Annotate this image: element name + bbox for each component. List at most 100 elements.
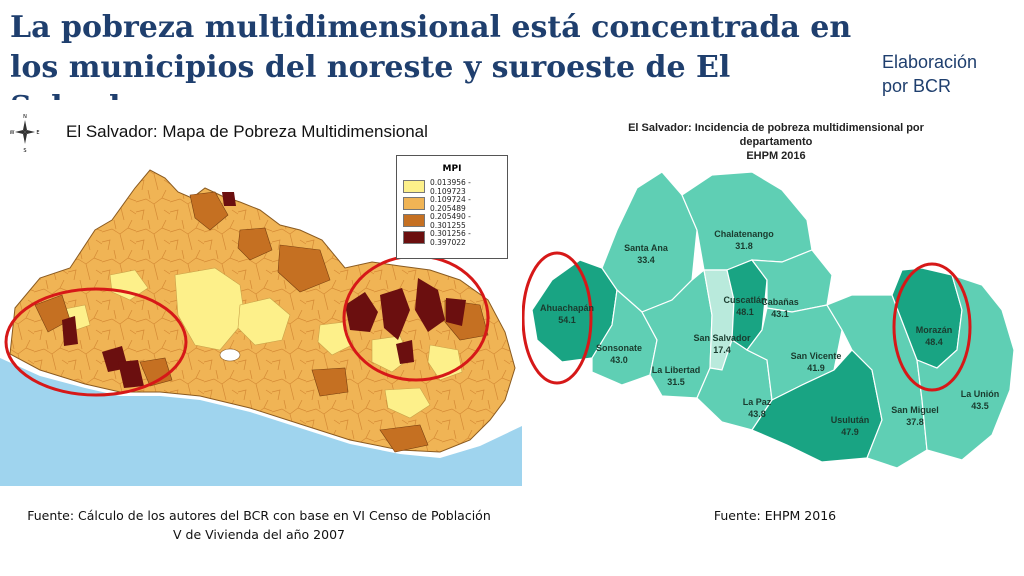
dept-name: La Unión xyxy=(960,389,1000,399)
mpi-high-area xyxy=(396,340,414,364)
dept-value: 31.8 xyxy=(735,241,753,251)
dept-label-sonsonate: Sonsonate 43.0 xyxy=(586,342,652,366)
dept-name: Sonsonate xyxy=(595,343,642,353)
dept-value: 47.9 xyxy=(841,427,859,437)
dept-value: 43.5 xyxy=(971,401,989,411)
dept-value: 33.4 xyxy=(637,255,655,265)
dept-label-cuscatlan: Cuscatlán 48.1 xyxy=(716,294,774,318)
legend-swatch xyxy=(403,180,425,193)
right-map-title-line-1: El Salvador: Incidencia de pobreza multi… xyxy=(628,122,924,148)
credit-line-2: por BCR xyxy=(882,76,952,96)
page-title: La pobreza multidimensional está concent… xyxy=(10,10,852,125)
left-source-line-1: Fuente: Cálculo de los autores del BCR c… xyxy=(27,508,491,523)
dept-label-san-salvador: San Salvador 17.4 xyxy=(688,332,756,356)
credit-line-1: Elaboración xyxy=(882,52,978,72)
dept-value: 43.8 xyxy=(748,409,766,419)
municipal-map-svg xyxy=(0,169,522,486)
legend-item: 0.013956 - 0.109723 xyxy=(403,177,507,196)
lake xyxy=(219,348,241,362)
highlight-circle-southwest xyxy=(4,287,188,397)
dept-value: 17.4 xyxy=(713,345,731,355)
dept-label-cabanas: Cabañas 43.1 xyxy=(752,296,808,320)
compass-w: W xyxy=(10,130,15,136)
dept-label-san-miguel: San Miguel 37.8 xyxy=(884,404,946,428)
mpi-mid-high-area xyxy=(277,244,331,293)
dept-label-san-vicente: San Vicente 41.9 xyxy=(784,350,848,374)
mpi-high-area xyxy=(345,292,378,332)
mpi-high-area xyxy=(380,288,410,340)
right-map-title: El Salvador: Incidencia de pobreza multi… xyxy=(606,121,946,163)
dept-value: 31.5 xyxy=(667,377,685,387)
mpi-mid-high-area xyxy=(311,367,349,397)
legend-swatch xyxy=(403,214,425,227)
dept-value: 54.1 xyxy=(558,315,576,325)
mpi-high-area xyxy=(62,316,78,346)
mpi-low-area xyxy=(384,387,431,419)
dept-name: Ahuachapán xyxy=(539,303,594,313)
legend-swatch xyxy=(403,197,425,210)
left-map-source: Fuente: Cálculo de los autores del BCR c… xyxy=(20,506,498,544)
dept-value: 48.1 xyxy=(736,307,754,317)
right-map-source: Fuente: EHPM 2016 xyxy=(713,508,837,523)
dept-name: San Salvador xyxy=(693,333,751,343)
sea-area xyxy=(0,358,522,486)
dept-area-la-union xyxy=(916,274,1015,461)
left-source-line-2: V de Vivienda del año 2007 xyxy=(172,527,345,542)
mpi-mid-high-area xyxy=(189,191,229,231)
legend-label: 0.301256 - 0.397022 xyxy=(430,228,471,247)
dept-name: Cuscatlán xyxy=(723,295,767,305)
mpi-legend: MPI 0.013956 - 0.109723 0.109724 - 0.205… xyxy=(396,155,508,259)
highlight-circle-ahuachapan xyxy=(521,251,593,385)
legend-label: 0.205490 - 0.301255 xyxy=(430,211,471,230)
mpi-high-area xyxy=(446,298,466,326)
mpi-high-area xyxy=(222,192,236,206)
dept-label-ahuachapan: Ahuachapán 54.1 xyxy=(532,302,602,326)
dept-name: Chalatenango xyxy=(714,229,774,239)
legend-label: 0.109724 - 0.205489 xyxy=(430,194,471,213)
dept-name: San Vicente xyxy=(790,351,842,361)
dept-name: Morazán xyxy=(915,325,953,335)
dept-name: La Libertad xyxy=(651,365,701,375)
dept-value: 43.0 xyxy=(610,355,628,365)
mpi-mid-high-area xyxy=(379,424,429,453)
dept-value: 48.4 xyxy=(925,337,943,347)
dept-label-la-libertad: La Libertad 31.5 xyxy=(644,364,708,388)
mpi-low-area xyxy=(317,321,353,356)
dept-label-usulutan: Usulután 47.9 xyxy=(822,414,878,438)
dept-label-la-paz: La Paz 43.8 xyxy=(734,396,780,420)
dept-label-chalatenango: Chalatenango 31.8 xyxy=(706,228,782,252)
dept-label-santa-ana: Santa Ana 33.4 xyxy=(614,242,678,266)
legend-title: MPI xyxy=(442,164,462,174)
legend-item: 0.301256 - 0.397022 xyxy=(403,228,507,247)
right-map-title-line-2: EHPM 2016 xyxy=(746,150,806,162)
department-map-svg xyxy=(521,171,1015,469)
dept-name: Cabañas xyxy=(761,297,799,307)
dept-name: Usulután xyxy=(830,415,870,425)
dept-value: 43.1 xyxy=(771,309,789,319)
mpi-low-area xyxy=(174,267,246,351)
dept-name: Santa Ana xyxy=(624,243,668,253)
dept-label-morazan: Morazán 48.4 xyxy=(906,324,962,348)
legend-item: 0.109724 - 0.205489 xyxy=(403,194,507,213)
credit-text: Elaboración por BCR xyxy=(882,50,977,98)
dept-label-la-union: La Unión 43.5 xyxy=(952,388,1008,412)
department-incidence-map xyxy=(521,100,1024,486)
left-map-title: El Salvador: Mapa de Pobreza Multidimens… xyxy=(66,122,428,141)
legend-item: 0.205490 - 0.301255 xyxy=(403,211,507,230)
compass-rose-icon: N S W E xyxy=(10,114,40,154)
dept-area-chalatenango xyxy=(681,171,813,271)
dept-name: San Miguel xyxy=(891,405,939,415)
mpi-low-area xyxy=(237,297,291,346)
mpi-mid-high-area xyxy=(139,357,173,387)
dept-value: 41.9 xyxy=(807,363,825,373)
legend-swatch xyxy=(403,231,425,244)
dept-name: La Paz xyxy=(742,397,772,407)
dept-value: 37.8 xyxy=(906,417,924,427)
mpi-mid-high-area xyxy=(237,227,273,261)
legend-label: 0.013956 - 0.109723 xyxy=(430,177,471,196)
compass-n: N xyxy=(23,114,27,120)
mpi-high-area xyxy=(118,360,144,388)
mpi-high-area xyxy=(415,278,445,332)
compass-e: E xyxy=(36,130,39,136)
compass-s: S xyxy=(23,148,26,154)
